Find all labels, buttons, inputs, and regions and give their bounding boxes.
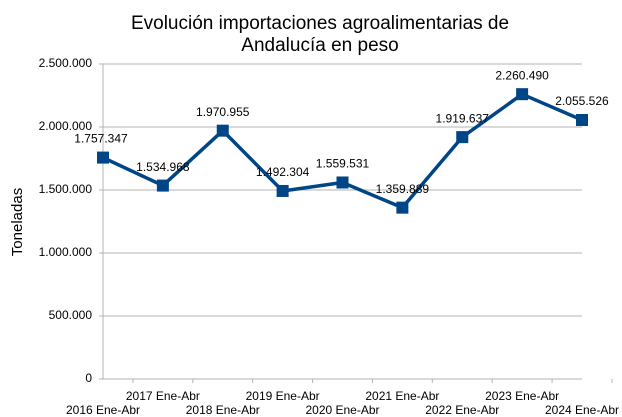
chart-title: Andalucía en peso [241,35,398,56]
x-tick-label: 2021 Ene-Abr [365,389,439,403]
data-label: 1.970.955 [196,105,250,119]
x-tick-label: 2024 Ene-Abr [545,403,619,417]
x-tick-label: 2020 Ene-Abr [305,403,379,417]
marker [516,88,529,101]
marker [156,179,169,192]
x-tick-label: 2017 Ene-Abr [126,389,200,403]
data-label: 1.359.889 [376,182,430,196]
chart-title: Evolución importaciones agroalimentarias… [131,13,509,34]
y-tick-label: 2.500.000 [39,56,93,70]
data-label: 2.260.490 [495,68,549,82]
data-label: 1.919.637 [436,111,490,125]
marker [276,184,289,197]
x-tick-label: 2018 Ene-Abr [186,403,260,417]
x-tick-label: 2016 Ene-Abr [66,403,140,417]
marker [216,124,229,137]
marker [396,201,409,214]
x-tick-label: 2023 Ene-Abr [485,389,559,403]
data-label: 1.492.304 [256,165,310,179]
data-label: 1.559.531 [316,157,370,171]
y-tick-label: 0 [85,371,92,385]
y-tick-label: 2.000.000 [39,119,93,133]
y-axis-label: Toneladas [9,188,26,256]
data-label: 2.055.526 [555,94,609,108]
y-tick-label: 500.000 [49,308,93,322]
line [102,92,583,210]
data-label: 1.757.347 [74,132,128,146]
marker [456,131,469,144]
marker [336,176,349,189]
marker [97,151,109,164]
x-tick-label: 2022 Ene-Abr [425,403,499,417]
y-tick-label: 1.000.000 [39,245,93,259]
x-tick-label: 2019 Ene-Abr [246,389,320,403]
y-tick-label: 1.500.000 [39,182,93,196]
data-label: 1.534.968 [136,160,190,174]
marker [576,114,588,127]
